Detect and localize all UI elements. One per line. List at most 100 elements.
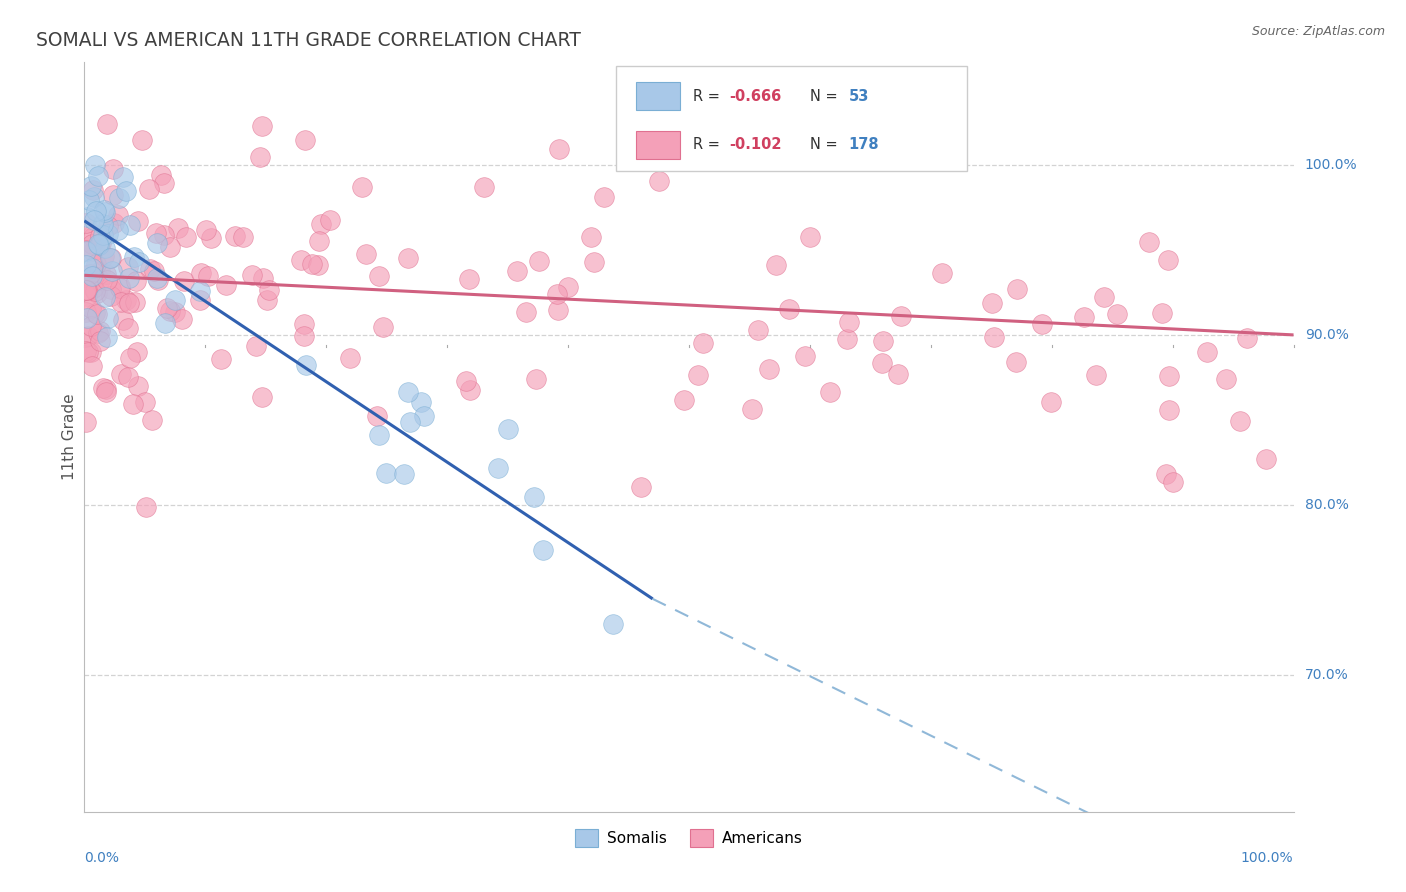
Point — [505, 263, 527, 277]
Point — [94, 382, 117, 396]
Point — [93, 203, 115, 218]
Point — [111, 313, 134, 327]
Point — [124, 295, 146, 310]
Point — [83, 212, 105, 227]
Point — [692, 335, 714, 350]
Point — [672, 392, 695, 407]
Point — [352, 180, 374, 194]
Point — [339, 351, 361, 366]
Point — [82, 244, 104, 258]
Point — [145, 227, 167, 241]
Point — [76, 329, 98, 343]
Point — [197, 269, 219, 284]
Point — [138, 181, 160, 195]
Point — [741, 401, 763, 416]
Point — [94, 241, 117, 255]
Point — [259, 283, 281, 297]
Point — [118, 351, 141, 366]
Point — [1073, 310, 1095, 324]
Point — [1215, 372, 1237, 386]
Point — [97, 310, 120, 325]
Point — [115, 184, 138, 198]
Point — [94, 290, 117, 304]
Point — [319, 213, 342, 227]
Point — [249, 150, 271, 164]
Point — [75, 244, 97, 258]
Point — [110, 295, 132, 310]
Point — [96, 117, 118, 131]
Text: SOMALI VS AMERICAN 11TH GRADE CORRELATION CHART: SOMALI VS AMERICAN 11TH GRADE CORRELATIO… — [37, 30, 581, 50]
Point — [96, 273, 118, 287]
Point — [103, 161, 125, 176]
Point — [252, 271, 274, 285]
Point — [75, 268, 97, 282]
Point — [548, 142, 571, 156]
Point — [931, 266, 953, 280]
Point — [86, 285, 108, 300]
Point — [89, 334, 111, 349]
Point — [887, 368, 910, 382]
Point — [93, 249, 115, 263]
Point — [80, 179, 103, 194]
Point — [150, 168, 173, 182]
Point — [630, 479, 652, 493]
Point — [153, 176, 176, 190]
Point — [224, 229, 246, 244]
Point — [1236, 331, 1258, 345]
Point — [79, 318, 101, 333]
Point — [101, 264, 124, 278]
Point — [84, 204, 107, 219]
Point — [245, 339, 267, 353]
Point — [101, 187, 124, 202]
Point — [76, 283, 98, 297]
Point — [200, 231, 222, 245]
Point — [89, 324, 111, 338]
Text: R =: R = — [693, 88, 724, 103]
Point — [1157, 368, 1180, 383]
Point — [496, 422, 519, 436]
Point — [82, 268, 104, 283]
Point — [75, 216, 97, 230]
Point — [188, 284, 211, 298]
Point — [250, 119, 273, 133]
Text: N =: N = — [810, 137, 842, 153]
Text: 53: 53 — [849, 88, 869, 103]
Point — [77, 344, 100, 359]
Point — [87, 238, 110, 252]
Point — [579, 230, 602, 244]
Point — [82, 227, 104, 242]
Point — [80, 345, 103, 359]
Point — [159, 303, 181, 318]
Point — [194, 223, 217, 237]
Point — [531, 542, 554, 557]
Point — [515, 304, 537, 318]
Point — [1031, 318, 1053, 332]
Point — [1137, 235, 1160, 249]
Point — [547, 287, 569, 301]
Point — [367, 268, 389, 283]
Point — [396, 252, 419, 266]
Point — [1154, 467, 1177, 481]
Point — [135, 500, 157, 514]
Point — [872, 334, 894, 348]
Point — [108, 281, 131, 295]
Text: 0.0%: 0.0% — [84, 851, 120, 864]
Point — [87, 326, 110, 340]
Point — [75, 258, 97, 272]
Point — [765, 258, 787, 272]
Point — [159, 240, 181, 254]
Point — [84, 257, 107, 271]
Text: 100.0%: 100.0% — [1305, 158, 1357, 171]
Point — [396, 384, 419, 399]
Point — [80, 301, 103, 315]
Point — [117, 260, 139, 274]
Point — [89, 263, 111, 277]
Point — [411, 395, 433, 409]
Point — [557, 279, 579, 293]
Y-axis label: 11th Grade: 11th Grade — [62, 393, 77, 481]
FancyBboxPatch shape — [616, 66, 967, 171]
Point — [981, 296, 1004, 310]
Point — [91, 381, 114, 395]
Point — [367, 427, 389, 442]
Point — [1150, 305, 1173, 319]
